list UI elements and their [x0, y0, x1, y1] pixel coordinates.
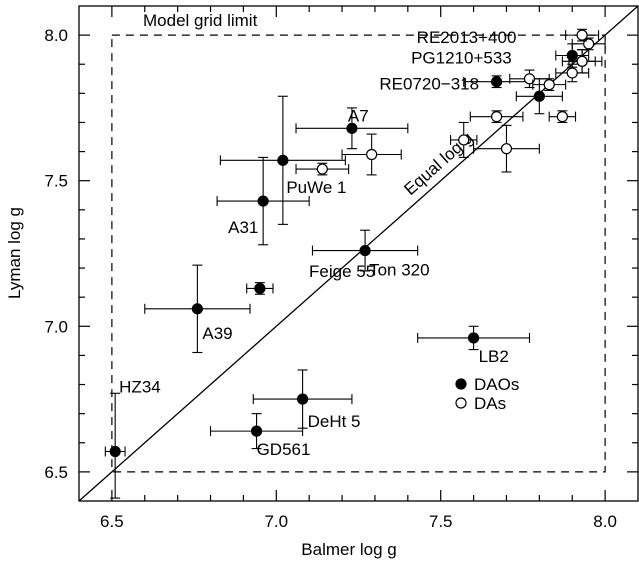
da-marker [523, 73, 536, 85]
data-point [104, 392, 126, 499]
axis-ticks: 6.5 7.0 7.5 8.0 6.5 7.0 7.5 8.0 [44, 6, 638, 531]
data-point [295, 162, 350, 176]
dao-marker [277, 154, 289, 166]
dao-marker [109, 445, 121, 458]
dao-marker [467, 332, 480, 344]
point-label: DeHt 5 [308, 412, 361, 431]
da-marker [576, 55, 588, 67]
data-point [450, 121, 478, 158]
legend-label: DAs [474, 394, 506, 413]
point-label: PG1210+533 [411, 48, 512, 67]
x-tick-label: 8.0 [593, 512, 617, 531]
da-marker [491, 111, 503, 123]
data-point [515, 78, 563, 115]
data-point [565, 28, 600, 42]
data-point [463, 75, 531, 89]
data-point [469, 110, 524, 124]
data-point [219, 95, 346, 225]
data-points [104, 28, 606, 499]
da-marker [543, 79, 555, 91]
model-grid-limit-box: Model grid limit [111, 11, 606, 473]
data-point [532, 78, 567, 91]
dao-marker [191, 303, 203, 315]
da-marker [316, 163, 328, 175]
data-point [246, 282, 274, 295]
point-label: LB2 [479, 347, 509, 366]
y-axis-label: Lyman log g [5, 207, 24, 299]
y-tick-label: 7.0 [44, 317, 68, 336]
plot-frame [78, 5, 639, 502]
x-tick-label: 7.0 [264, 512, 288, 531]
dao-marker [257, 195, 269, 207]
dao-marker [491, 76, 503, 88]
y-tick-label: 7.5 [44, 172, 68, 191]
dao-marker [566, 49, 578, 62]
x-tick-label: 7.5 [429, 512, 453, 531]
legend-marker [455, 378, 467, 390]
data-point [417, 325, 531, 351]
grid-limit-label: Model grid limit [143, 11, 258, 30]
dao-marker [250, 425, 263, 437]
legend-marker [455, 397, 467, 409]
da-marker [556, 111, 568, 123]
data-point [548, 110, 577, 124]
data-point [216, 156, 310, 246]
point-label: A39 [202, 324, 232, 343]
point-label: Feige 55 [309, 262, 375, 281]
da-marker [458, 134, 470, 146]
point-label: A7 [348, 106, 369, 125]
point-label: A31 [228, 218, 258, 237]
equality-line [78, 5, 639, 502]
dao-marker [359, 244, 371, 257]
dao-marker [297, 393, 309, 405]
da-marker [583, 38, 595, 50]
dao-marker [346, 122, 358, 134]
point-label: PuWe 1 [286, 178, 346, 197]
data-point [341, 133, 402, 176]
point-label: HZ34 [119, 378, 161, 397]
x-tick-label: 6.5 [100, 512, 124, 531]
da-marker [566, 67, 578, 79]
data-point [473, 124, 540, 173]
y-tick-label: 8.0 [44, 26, 68, 45]
dao-marker [254, 282, 266, 295]
grid-limit-rect [111, 34, 606, 473]
point-label: Ton 320 [369, 261, 430, 280]
data-point [144, 264, 251, 354]
da-marker [500, 143, 513, 155]
data-point [311, 229, 419, 272]
point-label: GD561 [257, 440, 311, 459]
x-axis-label: Balmer log g [301, 540, 396, 559]
legend-label: DAOs [474, 375, 519, 394]
dao-marker [533, 90, 545, 102]
data-point [568, 49, 596, 74]
point-label: RE0720−318 [379, 74, 479, 93]
data-point [252, 369, 353, 429]
da-marker [366, 148, 378, 161]
point-label: RE2013+400 [417, 28, 517, 47]
y-tick-label: 6.5 [44, 463, 68, 482]
data-point [295, 107, 409, 150]
da-marker [576, 29, 588, 41]
